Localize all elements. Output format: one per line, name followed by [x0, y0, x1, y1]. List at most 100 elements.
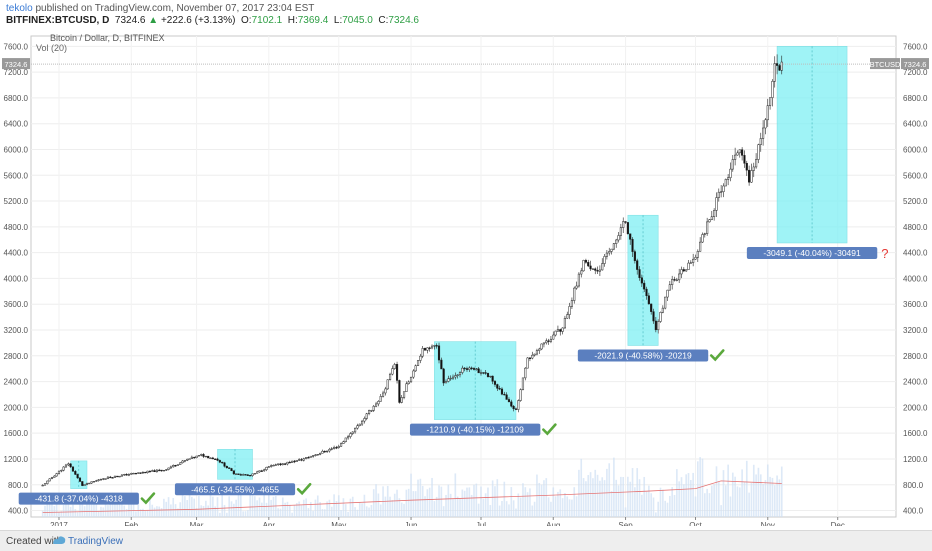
candle-body: [680, 269, 683, 275]
price-chart[interactable]: -431.8 (-37.04%) -4318 -465.5 (-34.55%) -…: [0, 28, 932, 526]
author-link[interactable]: tekolo: [6, 3, 33, 14]
candle-body: [647, 295, 650, 305]
candle-body: [517, 400, 520, 410]
volume-bar: [279, 508, 282, 517]
volume-bar: [200, 505, 203, 517]
volume-bar: [480, 486, 482, 517]
volume-bar: [456, 496, 459, 517]
volume-bar: [755, 474, 757, 517]
volume-bar: [319, 502, 321, 517]
volume-bar: [97, 511, 100, 517]
candle-body: [503, 393, 506, 396]
candle-body: [55, 473, 58, 477]
volume-bar: [181, 492, 184, 517]
candle-body: [780, 61, 783, 71]
candle-body: [102, 478, 105, 480]
volume-bar: [659, 487, 662, 517]
volume-bar: [414, 491, 417, 517]
candle-body: [167, 467, 170, 470]
volume-bar: [580, 458, 583, 517]
candle-body: [510, 401, 513, 407]
candle-body: [724, 179, 727, 187]
symbol-badge: [870, 58, 900, 70]
volume-bar: [620, 476, 622, 517]
candle-body: [458, 372, 462, 376]
candle-body: [370, 410, 373, 412]
candle-body: [598, 269, 601, 272]
close-value: 7324.6: [388, 15, 419, 26]
volume-bar: [316, 495, 319, 517]
volume-bar: [503, 481, 506, 517]
candle-body: [479, 372, 483, 374]
y-tick-label: 5200.0: [903, 197, 928, 206]
volume-bar: [237, 493, 240, 517]
candle-body: [416, 360, 420, 366]
candle-body: [582, 260, 585, 272]
volume-bar: [109, 496, 112, 517]
volume-bar: [100, 506, 102, 517]
candle-body: [60, 469, 63, 472]
volume-bar: [510, 487, 513, 517]
volume-bar: [445, 494, 447, 517]
volume-bar: [302, 499, 305, 517]
volume-bar: [477, 503, 480, 517]
volume-bar: [564, 493, 566, 517]
volume-bar: [281, 497, 284, 517]
candle-body: [766, 105, 769, 121]
candle-body: [587, 262, 590, 267]
candle-body: [258, 470, 261, 473]
y-tick-label: 4400.0: [903, 249, 928, 258]
volume-bar: [629, 481, 632, 517]
candle-body: [62, 466, 65, 471]
candle-body: [267, 466, 270, 468]
volume-bar: [778, 479, 781, 517]
volume-bar: [58, 512, 60, 517]
volume-bar: [177, 508, 179, 517]
volume-bar: [650, 493, 653, 517]
symbol-badge-text: BTCUSD: [870, 60, 901, 69]
volume-bar: [295, 503, 298, 517]
candle-body: [729, 168, 732, 178]
candle-body: [155, 469, 158, 473]
candle-body: [638, 269, 641, 278]
volume-bar: [561, 498, 564, 517]
candle-body: [263, 469, 266, 472]
volume-bar: [284, 502, 286, 517]
y-tick-label: 7200.0: [4, 68, 29, 77]
x-tick-label: Jun: [405, 521, 418, 526]
candle-body: [500, 388, 504, 395]
volume-bar: [559, 489, 562, 517]
volume-bar: [221, 493, 224, 517]
volume-bar: [624, 507, 627, 517]
volume-bar: [547, 497, 550, 517]
volume-bar: [585, 481, 587, 517]
candle-body: [137, 472, 140, 474]
volume-bar: [724, 485, 727, 517]
volume-bar: [242, 511, 244, 517]
candle-body: [771, 81, 774, 98]
candle-body: [752, 166, 755, 171]
volume-bar: [435, 496, 438, 517]
tradingview-brand[interactable]: TradingView: [68, 536, 124, 547]
candle-body: [305, 457, 308, 459]
volume-bar: [216, 497, 219, 517]
candle-body: [608, 251, 611, 254]
volume-bar: [48, 503, 51, 517]
volume-bar: [501, 500, 503, 517]
candle-body: [512, 405, 515, 410]
published-text: published on TradingView.com, November 0…: [35, 3, 315, 14]
candle-body: [361, 420, 364, 425]
volume-bar: [552, 487, 555, 517]
y-axis-left: 400.0 800.0 1200.0 1600.0 2000.0 2400.0 2800.0…: [4, 42, 29, 515]
y-tick-label: 6000.0: [903, 145, 928, 154]
candle-body: [260, 470, 263, 472]
y-tick-label: 3200.0: [4, 326, 29, 335]
volume-bar: [780, 466, 783, 517]
candle-body: [659, 312, 662, 322]
candle-body: [375, 403, 378, 407]
candle-body: [407, 381, 410, 385]
volume-bar: [188, 491, 191, 517]
volume-bar: [146, 510, 149, 517]
x-tick-label: Nov: [761, 521, 775, 526]
candle-body: [498, 388, 501, 390]
